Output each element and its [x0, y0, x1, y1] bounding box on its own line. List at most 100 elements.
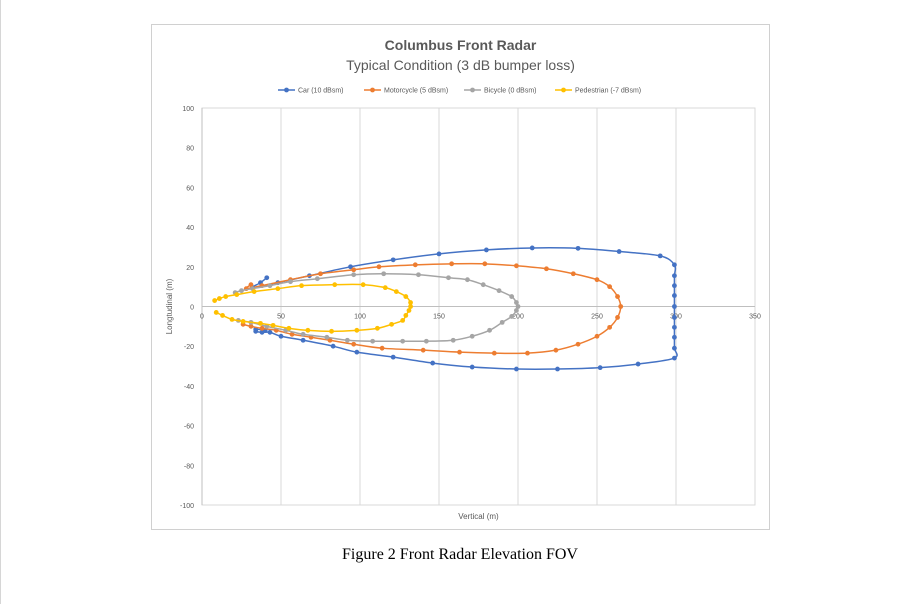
- chart-container: Columbus Front Radar Typical Condition (…: [151, 24, 770, 530]
- data-point: [259, 325, 265, 331]
- x-tick-label: 0: [200, 314, 204, 321]
- data-point: [403, 294, 409, 299]
- data-point: [360, 282, 366, 288]
- data-point: [616, 249, 622, 254]
- data-point: [553, 347, 559, 353]
- data-point: [514, 366, 519, 372]
- data-point: [329, 328, 334, 334]
- data-point: [406, 308, 412, 313]
- data-point: [615, 294, 620, 299]
- y-tick-label: -20: [184, 344, 194, 351]
- data-point: [264, 275, 270, 281]
- data-point: [484, 247, 489, 253]
- data-point: [672, 315, 677, 320]
- data-point: [482, 261, 488, 267]
- data-point: [376, 264, 382, 270]
- data-point: [575, 341, 581, 347]
- legend-entry: Motorcycle (5 dBsm): [384, 88, 448, 95]
- data-point: [220, 313, 225, 318]
- chart-title: Columbus Front Radar: [384, 37, 537, 53]
- x-tick-label: 200: [512, 314, 524, 321]
- data-point: [379, 345, 385, 351]
- data-point: [615, 315, 620, 320]
- figure-caption: Figure 2 Front Radar Elevation FOV: [342, 546, 578, 563]
- data-point: [509, 314, 515, 319]
- y-tick-label: 60: [186, 185, 194, 192]
- data-point: [374, 325, 380, 331]
- x-tick-label: 150: [433, 314, 445, 321]
- x-tick-label: 250: [591, 314, 603, 321]
- data-point: [351, 341, 357, 347]
- legend-swatch-marker: [370, 87, 375, 93]
- data-point: [403, 313, 409, 318]
- data-point: [525, 350, 530, 356]
- chart-plot-svg: -100 -80 -60 -40 -20 0 20 40 60 80 100 0 50 100 150 200…: [165, 87, 761, 522]
- chart-subtitle: Typical Condition (3 dB bumper loss): [346, 57, 575, 73]
- data-point: [657, 253, 663, 259]
- data-point: [354, 327, 360, 333]
- data-point: [480, 282, 486, 288]
- data-point: [275, 286, 281, 292]
- data-point: [351, 272, 357, 278]
- data-point: [213, 310, 219, 315]
- data-point: [423, 338, 429, 344]
- data-point: [514, 308, 519, 313]
- data-point: [400, 317, 406, 323]
- data-point: [305, 327, 311, 333]
- x-axis-title: Vertical (m): [458, 512, 499, 521]
- legend-entry: Bicycle (0 dBsm): [484, 88, 537, 95]
- data-point: [570, 271, 576, 277]
- data-point: [672, 304, 677, 309]
- data-point: [672, 324, 677, 330]
- data-point: [330, 343, 336, 349]
- data-point: [393, 289, 399, 295]
- data-point: [300, 337, 306, 343]
- data-point: [672, 283, 677, 289]
- data-point: [267, 329, 273, 335]
- data-point: [420, 347, 426, 353]
- y-tick-label: -80: [184, 463, 194, 470]
- data-point: [390, 354, 396, 360]
- data-point: [278, 333, 284, 339]
- data-point: [465, 277, 470, 283]
- y-axis-title: Longtudinal (m): [165, 278, 174, 334]
- data-point: [491, 350, 497, 356]
- data-point: [450, 337, 456, 343]
- data-point: [234, 292, 240, 297]
- data-point: [514, 263, 519, 269]
- data-point: [544, 266, 549, 272]
- data-point: [318, 271, 323, 277]
- data-point: [672, 345, 677, 351]
- legend-swatch-marker: [284, 87, 289, 93]
- data-point: [499, 319, 505, 325]
- data-point: [354, 349, 360, 355]
- data-point: [270, 322, 276, 328]
- data-point: [212, 298, 218, 303]
- data-point: [267, 283, 273, 289]
- data-point: [324, 334, 330, 340]
- data-point: [469, 333, 475, 339]
- data-point: [416, 272, 421, 278]
- data-point: [389, 321, 394, 327]
- data-point: [286, 325, 292, 331]
- y-tick-label: 100: [182, 106, 194, 113]
- data-point: [575, 245, 581, 251]
- data-point: [487, 327, 492, 333]
- x-tick-label: 50: [277, 314, 285, 321]
- data-point: [457, 349, 462, 355]
- data-point: [555, 366, 560, 372]
- data-point: [515, 304, 521, 309]
- data-point: [351, 267, 357, 273]
- data-point: [216, 296, 222, 301]
- data-point: [400, 338, 406, 344]
- data-point: [618, 304, 624, 309]
- data-point: [672, 293, 677, 298]
- series-line-0: [251, 247, 678, 370]
- x-tick-label: 350: [749, 314, 761, 321]
- x-tick-label: 100: [354, 314, 366, 321]
- data-point: [412, 262, 418, 268]
- data-point: [288, 279, 293, 285]
- data-point: [390, 257, 396, 263]
- data-point: [289, 331, 295, 337]
- data-point: [348, 264, 353, 270]
